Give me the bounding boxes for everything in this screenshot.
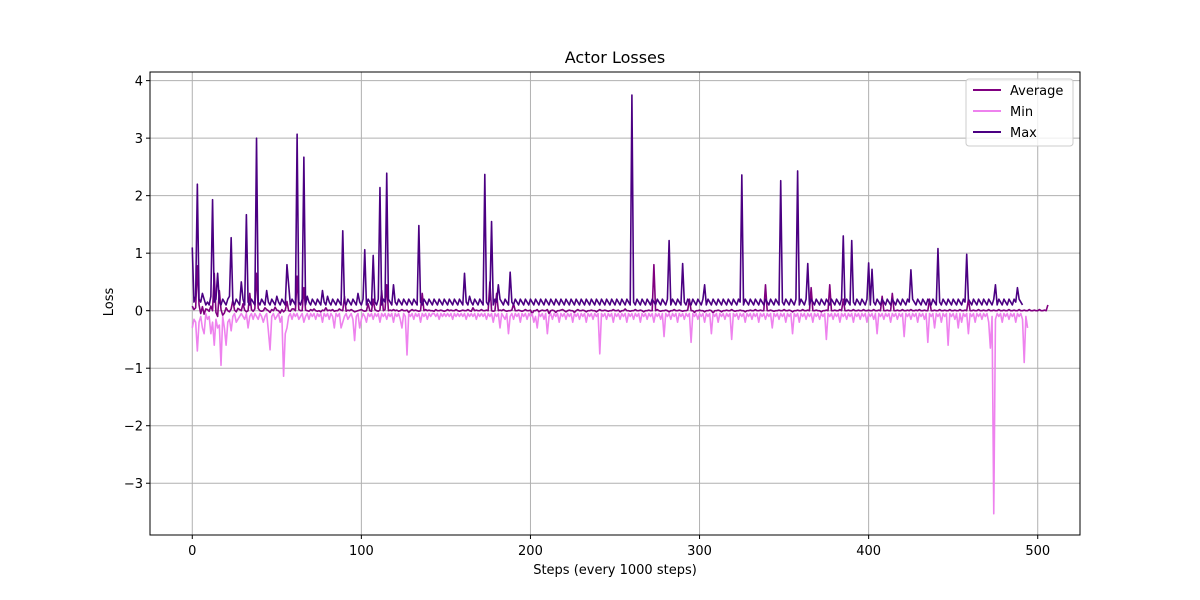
series-line-average (191, 263, 1049, 318)
x-tick-label: 500 (1025, 544, 1050, 559)
series-line-max (191, 94, 1024, 306)
y-tick-label: 4 (135, 75, 143, 90)
x-tick-label: 100 (349, 544, 374, 559)
legend-box (965, 78, 1074, 147)
x-tick-label: 400 (856, 544, 881, 559)
series-lines (191, 94, 1049, 515)
x-axis-label: Steps (every 1000 steps) (533, 563, 697, 578)
legend-label-min: Min (1010, 105, 1033, 120)
y-axis-label: Loss (102, 288, 117, 317)
y-tick-label: 2 (135, 190, 143, 205)
legend: Average Min Max (965, 78, 1074, 147)
legend-label-average: Average (1010, 84, 1063, 99)
y-tick-label: −2 (124, 420, 143, 435)
y-axis-ticks: −3 −2 −1 0 1 2 3 4 (124, 75, 150, 492)
legend-label-max: Max (1010, 126, 1037, 141)
plot-frame (149, 71, 1081, 536)
chart-title: Actor Losses (565, 48, 665, 67)
y-tick-label: −1 (124, 362, 143, 377)
x-axis-ticks: 0 100 200 300 400 500 (188, 535, 1050, 559)
series-line-min (191, 312, 1029, 515)
y-tick-label: 1 (135, 247, 143, 262)
x-tick-label: 0 (188, 544, 196, 559)
x-tick-label: 300 (687, 544, 712, 559)
y-tick-label: 3 (135, 132, 143, 147)
x-tick-label: 200 (518, 544, 543, 559)
y-tick-label: −3 (124, 477, 143, 492)
y-tick-label: 0 (135, 305, 143, 320)
